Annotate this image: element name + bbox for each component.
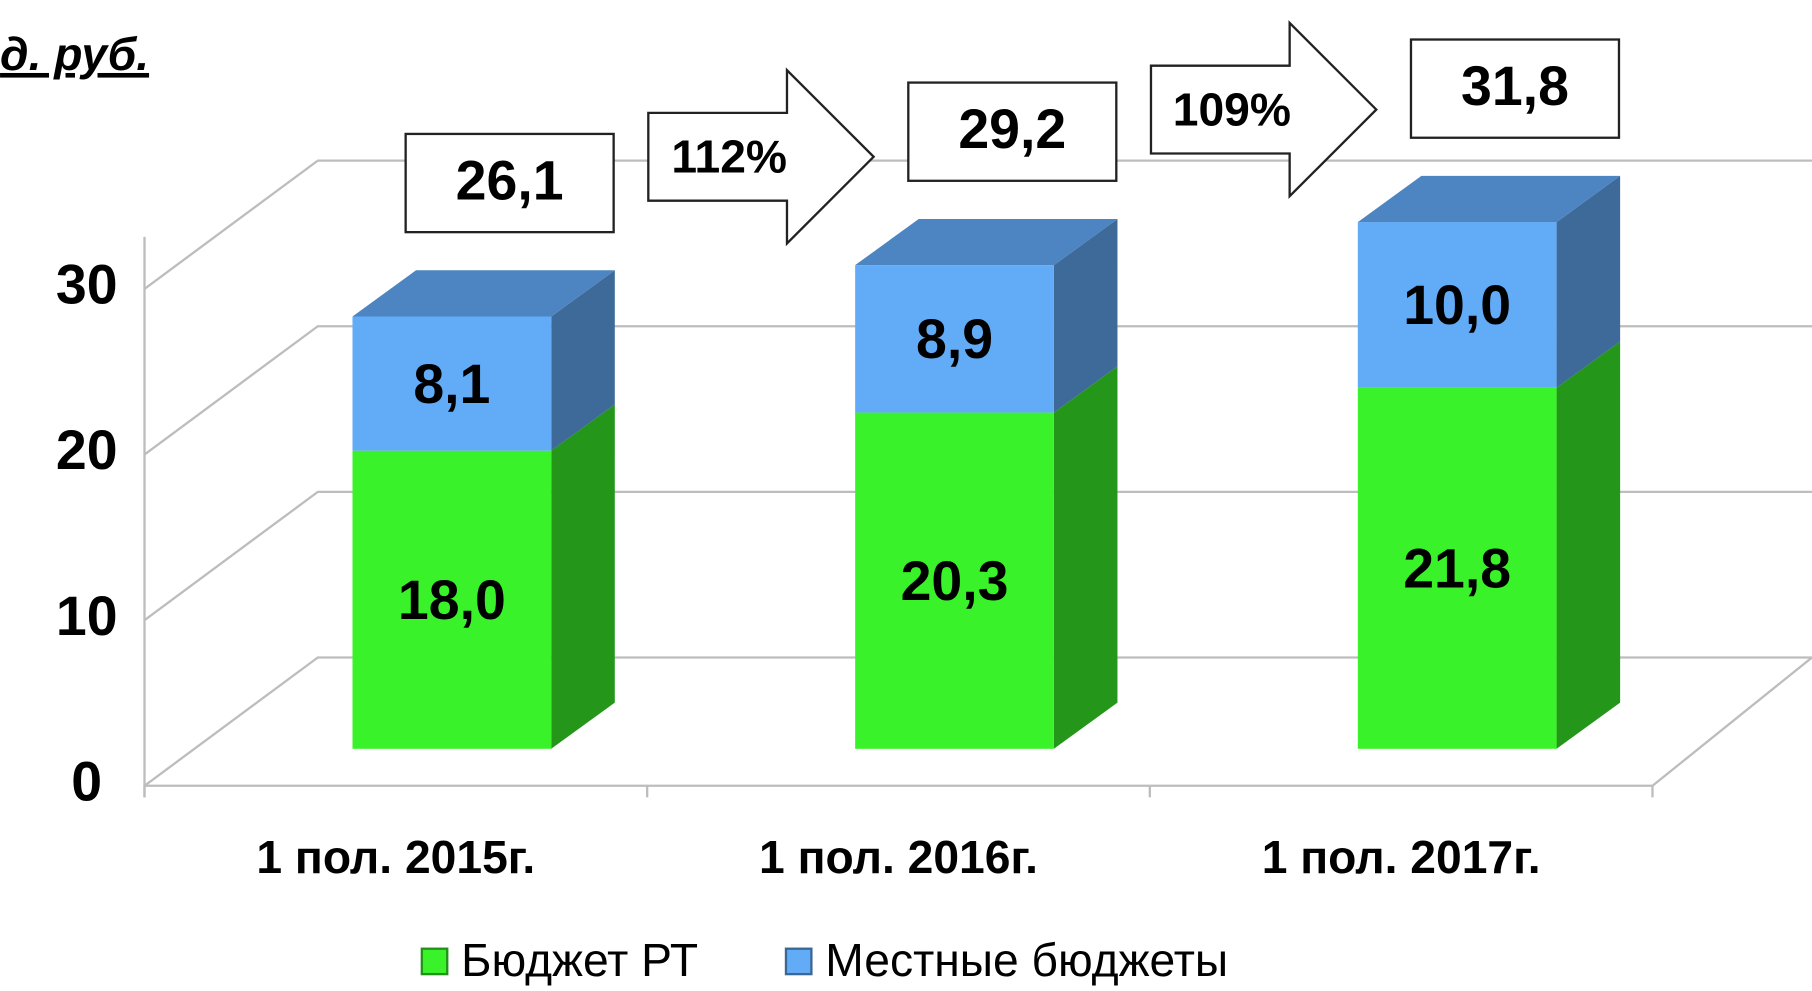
legend-swatch bbox=[784, 947, 813, 976]
legend-label: Бюджет РТ bbox=[461, 934, 698, 986]
x-tick-label: 1 пол. 2017г. bbox=[1262, 831, 1541, 883]
legend-label: Местные бюджеты bbox=[825, 934, 1228, 986]
bar bbox=[352, 450, 552, 749]
total-label: 31,8 bbox=[1461, 55, 1569, 117]
bar bbox=[1357, 222, 1557, 388]
bar-top bbox=[352, 270, 615, 317]
bar-top bbox=[1357, 175, 1621, 223]
y-tick-label: 10 bbox=[56, 585, 118, 647]
grid-line bbox=[143, 490, 1812, 622]
y-tick-label: 30 bbox=[56, 254, 118, 316]
unit-label: д. руб. bbox=[0, 28, 149, 80]
y-tick-label: 20 bbox=[56, 419, 118, 481]
bar-side bbox=[551, 270, 615, 451]
total-box bbox=[907, 81, 1118, 182]
growth-arrow bbox=[647, 67, 876, 247]
value-label: 8,1 bbox=[413, 353, 490, 415]
grid-line bbox=[143, 656, 1812, 787]
bar-side bbox=[551, 404, 615, 749]
total-box bbox=[1409, 38, 1621, 139]
bar bbox=[352, 316, 552, 451]
bar-side bbox=[1053, 218, 1118, 413]
total-box bbox=[404, 132, 615, 234]
bar-side bbox=[1053, 366, 1118, 749]
value-label: 18,0 bbox=[398, 569, 506, 631]
bar-top bbox=[855, 218, 1118, 266]
value-label: 20,3 bbox=[901, 550, 1009, 612]
value-label: 8,9 bbox=[916, 308, 993, 370]
x-tick-label: 1 пол. 2015г. bbox=[256, 831, 535, 883]
bar bbox=[855, 412, 1054, 749]
bar bbox=[1357, 387, 1557, 749]
growth-label: 109% bbox=[1173, 83, 1291, 135]
bar-side bbox=[1556, 175, 1621, 388]
total-label: 26,1 bbox=[456, 149, 564, 211]
value-label: 21,8 bbox=[1403, 538, 1511, 600]
grid-line bbox=[143, 325, 1812, 456]
bar bbox=[855, 265, 1054, 413]
growth-label: 112% bbox=[671, 130, 787, 182]
y-tick-label: 0 bbox=[71, 750, 102, 812]
bar-side bbox=[1556, 341, 1621, 749]
value-label: 10,0 bbox=[1403, 274, 1511, 336]
growth-arrow bbox=[1149, 20, 1378, 200]
total-label: 29,2 bbox=[958, 98, 1066, 160]
legend-swatch bbox=[420, 947, 449, 976]
x-tick-label: 1 пол. 2016г. bbox=[759, 831, 1038, 883]
